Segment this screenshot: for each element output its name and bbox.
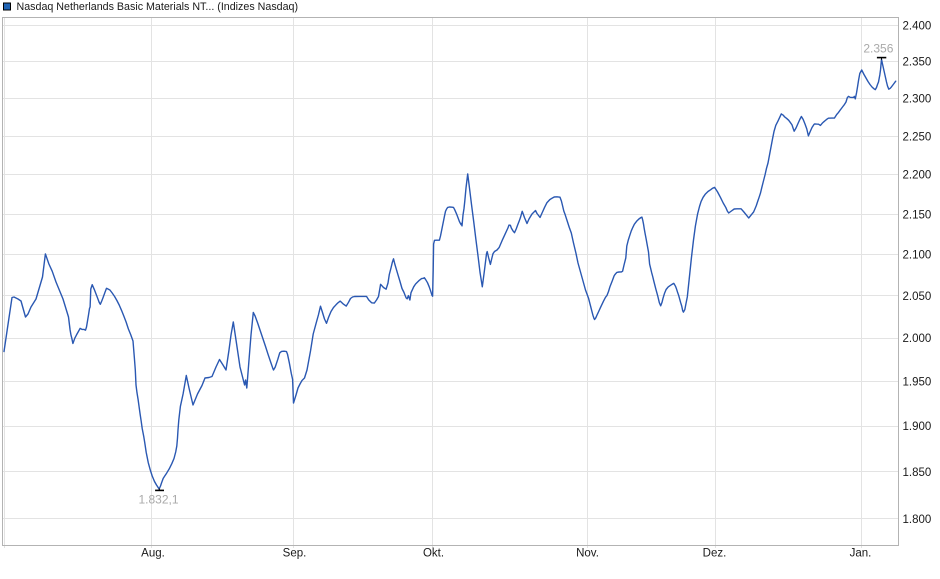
svg-text:Nasdaq Netherlands Basic Mater: Nasdaq Netherlands Basic Materials NT...… bbox=[17, 1, 299, 13]
svg-text:Okt.: Okt. bbox=[423, 548, 444, 560]
svg-text:2.150: 2.150 bbox=[903, 210, 932, 222]
svg-text:Jan.: Jan. bbox=[850, 548, 872, 560]
svg-text:Aug.: Aug. bbox=[141, 548, 165, 560]
svg-text:2.200: 2.200 bbox=[903, 170, 932, 182]
svg-text:1.900: 1.900 bbox=[903, 421, 932, 433]
svg-text:2.250: 2.250 bbox=[903, 132, 932, 144]
svg-text:Dez.: Dez. bbox=[703, 548, 727, 560]
svg-text:1.800: 1.800 bbox=[903, 514, 932, 526]
svg-text:Nov.: Nov. bbox=[576, 548, 599, 560]
svg-text:2.300: 2.300 bbox=[903, 94, 932, 106]
svg-text:2.050: 2.050 bbox=[903, 291, 932, 303]
svg-text:1.832,1: 1.832,1 bbox=[138, 493, 178, 507]
svg-text:1.850: 1.850 bbox=[903, 467, 932, 479]
svg-text:Sep.: Sep. bbox=[283, 548, 307, 560]
svg-text:1.950: 1.950 bbox=[903, 377, 932, 389]
svg-text:2.100: 2.100 bbox=[903, 250, 932, 262]
svg-text:2.356: 2.356 bbox=[863, 42, 893, 56]
svg-text:2.400: 2.400 bbox=[903, 21, 932, 33]
svg-text:2.350: 2.350 bbox=[903, 57, 932, 69]
svg-text:2.000: 2.000 bbox=[903, 333, 932, 345]
